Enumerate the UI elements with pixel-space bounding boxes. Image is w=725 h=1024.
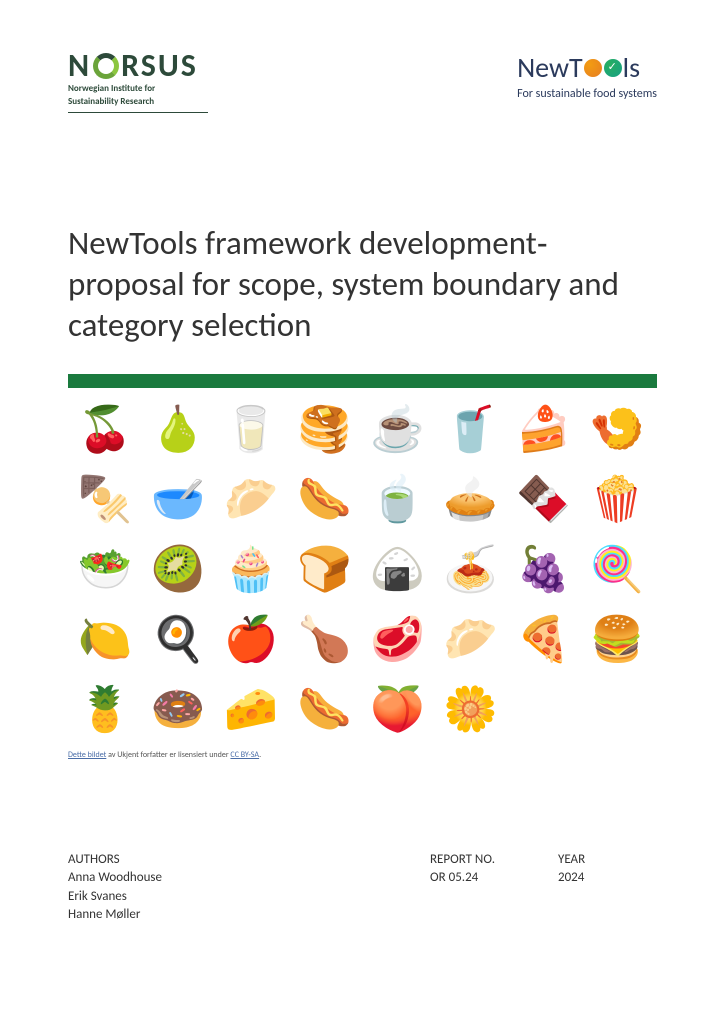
caption-source-link[interactable]: Dette bildet (68, 750, 106, 760)
author-name: Anna Woodhouse (68, 869, 430, 887)
authors-list: Anna WoodhouseErik SvanesHanne Møller (68, 869, 430, 924)
food-item: 🥞 (291, 396, 357, 462)
food-item: 🍞 (291, 536, 357, 602)
food-item: 🥣 (145, 466, 211, 532)
newtools-subtitle: For sustainable food systems (517, 87, 657, 101)
year-label: YEAR (558, 851, 657, 869)
food-item: 🌭 (291, 676, 357, 742)
authors-label: AUTHORS (68, 851, 430, 869)
image-caption: Dette bildet av Ukjent forfatter er lise… (68, 750, 657, 760)
food-item: 🥩 (365, 606, 431, 672)
caption-license-link[interactable]: CC BY-SA (230, 750, 259, 760)
norsus-logo: N RSUS Norwegian Institute for Sustainab… (68, 50, 208, 113)
norsus-n: N (68, 50, 91, 82)
authors-column: AUTHORS Anna WoodhouseErik SvanesHanne M… (68, 851, 430, 924)
food-item: 🍩 (145, 676, 211, 742)
norsus-subtitle-1: Norwegian Institute for (68, 84, 208, 95)
food-item: 🥧 (438, 466, 504, 532)
food-item: 🍢 (72, 466, 138, 532)
food-item: 🥝 (145, 536, 211, 602)
newtools-logo: NewT ls For sustainable food systems (517, 50, 657, 101)
norsus-subtitle-2: Sustainability Research (68, 97, 208, 108)
newtools-suffix: ls (623, 50, 640, 85)
food-item: 🍗 (291, 606, 357, 672)
food-item: 🍿 (584, 466, 650, 532)
food-item: 🍐 (145, 396, 211, 462)
food-item: 🍔 (584, 606, 650, 672)
food-item: 🥟 (218, 466, 284, 532)
food-item: 🍤 (584, 396, 650, 462)
food-item: ☕ (365, 396, 431, 462)
norsus-wordmark: N RSUS (68, 50, 208, 82)
caption-mid: av Ukjent forfatter er lisensiert under (106, 750, 230, 760)
author-name: Erik Svanes (68, 888, 430, 906)
food-item: 🌭 (291, 466, 357, 532)
food-item: 🍫 (511, 466, 577, 532)
divider-bar (68, 374, 657, 388)
caption-period: . (259, 750, 261, 760)
norsus-underline (68, 112, 208, 113)
newtools-oo-icon (584, 59, 622, 77)
food-item: 🧀 (218, 676, 284, 742)
newtools-wordmark: NewT ls (517, 50, 657, 85)
food-item: 🍒 (72, 396, 138, 462)
report-no-column: REPORT NO. OR 05.24 (430, 851, 558, 924)
header-logos: N RSUS Norwegian Institute for Sustainab… (68, 50, 657, 113)
food-item: 🍭 (584, 536, 650, 602)
food-item: 🧁 (218, 536, 284, 602)
food-image-grid: 🍒🍐🥛🥞☕🥤🍰🍤🍢🥣🥟🌭🍵🥧🍫🍿🥗🥝🧁🍞🍙🍝🍇🍭🍋🍳🍎🍗🥩🥟🍕🍔🍍🍩🧀🌭🍑🌼 (68, 388, 657, 746)
food-item: 🌼 (438, 676, 504, 742)
report-no-value: OR 05.24 (430, 869, 558, 887)
food-item: 🥟 (438, 606, 504, 672)
food-item: 🍎 (218, 606, 284, 672)
report-metadata: AUTHORS Anna WoodhouseErik SvanesHanne M… (68, 851, 657, 924)
page-title: NewTools framework development‑ proposal… (68, 223, 657, 347)
food-item: 🍕 (511, 606, 577, 672)
food-item: 🥗 (72, 536, 138, 602)
year-value: 2024 (558, 869, 657, 887)
norsus-o-icon (93, 53, 119, 79)
food-item: 🥤 (438, 396, 504, 462)
food-item: 🍙 (365, 536, 431, 602)
food-item: 🍑 (365, 676, 431, 742)
norsus-rsus: RSUS (121, 50, 198, 82)
food-item: 🍝 (438, 536, 504, 602)
food-item: 🍍 (72, 676, 138, 742)
food-item: 🍇 (511, 536, 577, 602)
food-item: 🍳 (145, 606, 211, 672)
year-column: YEAR 2024 (558, 851, 657, 924)
report-no-label: REPORT NO. (430, 851, 558, 869)
food-item: 🥛 (218, 396, 284, 462)
author-name: Hanne Møller (68, 906, 430, 924)
food-item: 🍵 (365, 466, 431, 532)
food-item: 🍰 (511, 396, 577, 462)
newtools-prefix: NewT (517, 50, 583, 85)
globe-icon (584, 59, 602, 77)
food-item: 🍋 (72, 606, 138, 672)
check-circle-icon (604, 59, 622, 77)
